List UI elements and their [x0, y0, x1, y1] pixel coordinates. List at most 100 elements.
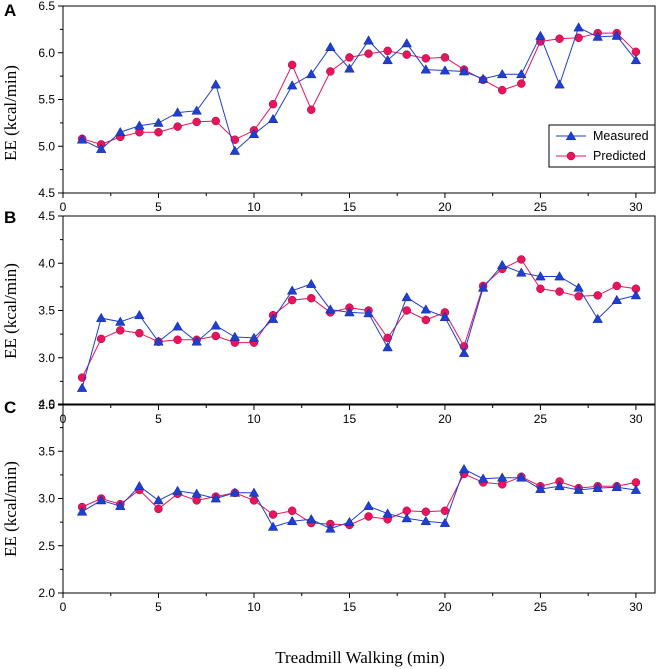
- panel-a-measured-point: [420, 64, 432, 74]
- panel-c-x-tick-label: 30: [629, 600, 643, 614]
- panel-c-measured-point: [286, 515, 298, 526]
- panel-b-series: [76, 255, 642, 392]
- panel-c-measured-point: [325, 523, 336, 533]
- panel-b-y-tick-label: 3.0: [38, 351, 55, 365]
- panel-c-y-tick-label: 4.0: [38, 397, 55, 411]
- panel-b-predicted-point: [173, 335, 182, 345]
- panel-c-ticks: 0 5 10 15 20 25 30 2.0 2.5 3.0 3.5 4.0: [38, 397, 643, 614]
- panel-a-x-tick-label: 0: [60, 200, 67, 214]
- panel-a-predicted-point: [173, 122, 182, 131]
- panel-b-measured-point: [477, 282, 489, 292]
- panel-c-ylabel: EE (kcal/min): [1, 461, 20, 557]
- panel-a-measured-point: [592, 31, 603, 41]
- panel-b-predicted-point: [211, 331, 221, 341]
- panel-c-letter: C: [4, 398, 16, 417]
- panel-b-measured-point: [630, 290, 642, 300]
- panel-a-measured-point: [229, 145, 241, 155]
- panel-c-measured-point: [95, 495, 107, 505]
- panel-c-measured-point: [496, 472, 508, 482]
- panel-a-y-tick-label: 5.0: [38, 139, 55, 153]
- panel-b-predicted-point: [96, 334, 106, 344]
- panel-c-x-tick-label: 20: [438, 600, 452, 614]
- panel-a-measured-point: [516, 68, 527, 79]
- panel-a-x-tick-label: 5: [155, 200, 162, 214]
- panel-b-ylabel: EE (kcal/min): [1, 263, 20, 359]
- panel-a-frame: [62, 5, 656, 194]
- panel-c: C EE (kcal/min) 0 5 10 15 20 25 30 2.0 2.5 3.0 3.5…: [1, 397, 656, 614]
- legend-predicted-marker: [566, 151, 576, 161]
- panel-b-measured-point: [267, 313, 279, 323]
- panel-b-measured-point: [401, 291, 412, 302]
- panel-b-predicted-point: [593, 291, 602, 300]
- panel-a-predicted-point: [345, 53, 354, 62]
- panel-b-measured-point: [95, 312, 107, 322]
- panel-b-x-tick-label: 25: [534, 412, 548, 426]
- panel-c-predicted-point: [287, 506, 297, 516]
- panel-b-measured-line: [81, 264, 637, 389]
- panel-a-measured-point: [535, 30, 546, 40]
- panel-a-ticks: 0 5 10 15 20 25 30 4.5 5.0 5.5 6.0 6.5: [38, 0, 643, 214]
- panel-c-measured-point: [267, 521, 279, 531]
- panel-a-measured-point: [306, 68, 317, 79]
- panel-b-letter: B: [4, 208, 16, 227]
- panel-c-measured-point: [630, 484, 642, 494]
- panel-a-measured-point: [134, 120, 145, 130]
- panel-c-measured-point: [306, 513, 317, 524]
- panel-b-predicted-point: [402, 306, 411, 315]
- panel-b-y-tick-label: 2.5: [38, 398, 55, 412]
- panel-c-x-tick-label: 0: [60, 600, 67, 614]
- panel-a-ylabel: EE (kcal/min): [1, 65, 20, 161]
- panel-c-x-tick-label: 15: [343, 600, 357, 614]
- panel-a: A EE (kcal/min) 0 5 10 15 20 25 30 4.5 5.0 5.5 6.0…: [1, 0, 656, 214]
- panel-a-series: [76, 22, 642, 155]
- panel-c-measured-point: [344, 516, 355, 526]
- panel-a-predicted-point: [326, 67, 335, 76]
- panel-c-frame: [62, 403, 656, 594]
- panel-b-predicted-point: [574, 292, 583, 301]
- panel-a-y-tick-label: 6.0: [38, 46, 55, 60]
- panel-c-measured-point: [401, 513, 412, 523]
- panel-b-measured-point: [554, 271, 565, 281]
- panel-a-measured-point: [611, 30, 623, 40]
- panel-b-predicted-point: [421, 315, 431, 325]
- panel-b-measured-point: [363, 308, 374, 318]
- panel-a-y-tick-label: 4.5: [38, 186, 55, 200]
- panel-a-y-tick-label: 5.5: [38, 93, 55, 107]
- panel-c-measured-line: [81, 468, 636, 530]
- panel-a-x-tick-label: 25: [534, 200, 548, 214]
- panel-c-measured-point: [439, 517, 451, 527]
- panel-b-measured-point: [420, 304, 432, 314]
- panel-b-measured-point: [325, 304, 336, 314]
- panel-c-measured-point: [611, 481, 623, 492]
- panel-a-predicted-point: [517, 79, 526, 88]
- panel-a-measured-point: [172, 107, 183, 117]
- panel-c-x-tick-label: 10: [247, 600, 261, 614]
- panel-c-predicted-point: [440, 506, 450, 516]
- panel-a-measured-point: [286, 80, 298, 90]
- panel-a-predicted-point: [574, 33, 583, 43]
- panel-a-predicted-point: [154, 127, 163, 137]
- panel-c-measured-point: [554, 480, 565, 491]
- panel-b-measured-point: [172, 321, 183, 331]
- panel-b-measured-point: [153, 336, 164, 346]
- panel-b-x-tick-label: 20: [438, 412, 452, 426]
- panel-b-measured-point: [306, 278, 317, 288]
- panel-a-predicted-point: [383, 46, 392, 56]
- legend: Measured Predicted: [548, 124, 656, 168]
- panel-a-predicted-point: [421, 54, 431, 63]
- panel-a-measured-point: [267, 113, 279, 123]
- panel-c-measured-point: [229, 487, 241, 497]
- panel-c-predicted-point: [268, 510, 278, 519]
- panel-b-measured-point: [382, 342, 393, 352]
- panel-a-measured-point: [115, 126, 126, 137]
- panel-c-predicted-point: [421, 507, 431, 516]
- panel-a-measured-point: [630, 54, 642, 65]
- panel-a-predicted-point: [230, 135, 240, 144]
- panel-b-measured-point: [76, 382, 88, 392]
- panel-b: B EE (kcal/min) 0 5 10 15 20 25 302.53.03.54.0…: [1, 208, 656, 426]
- panel-b-measured-point: [535, 271, 546, 281]
- panel-b-measured-point: [611, 294, 623, 304]
- panel-b-measured-point: [134, 309, 145, 320]
- panel-c-measured-point: [210, 493, 222, 503]
- panel-a-predicted-point: [307, 105, 316, 115]
